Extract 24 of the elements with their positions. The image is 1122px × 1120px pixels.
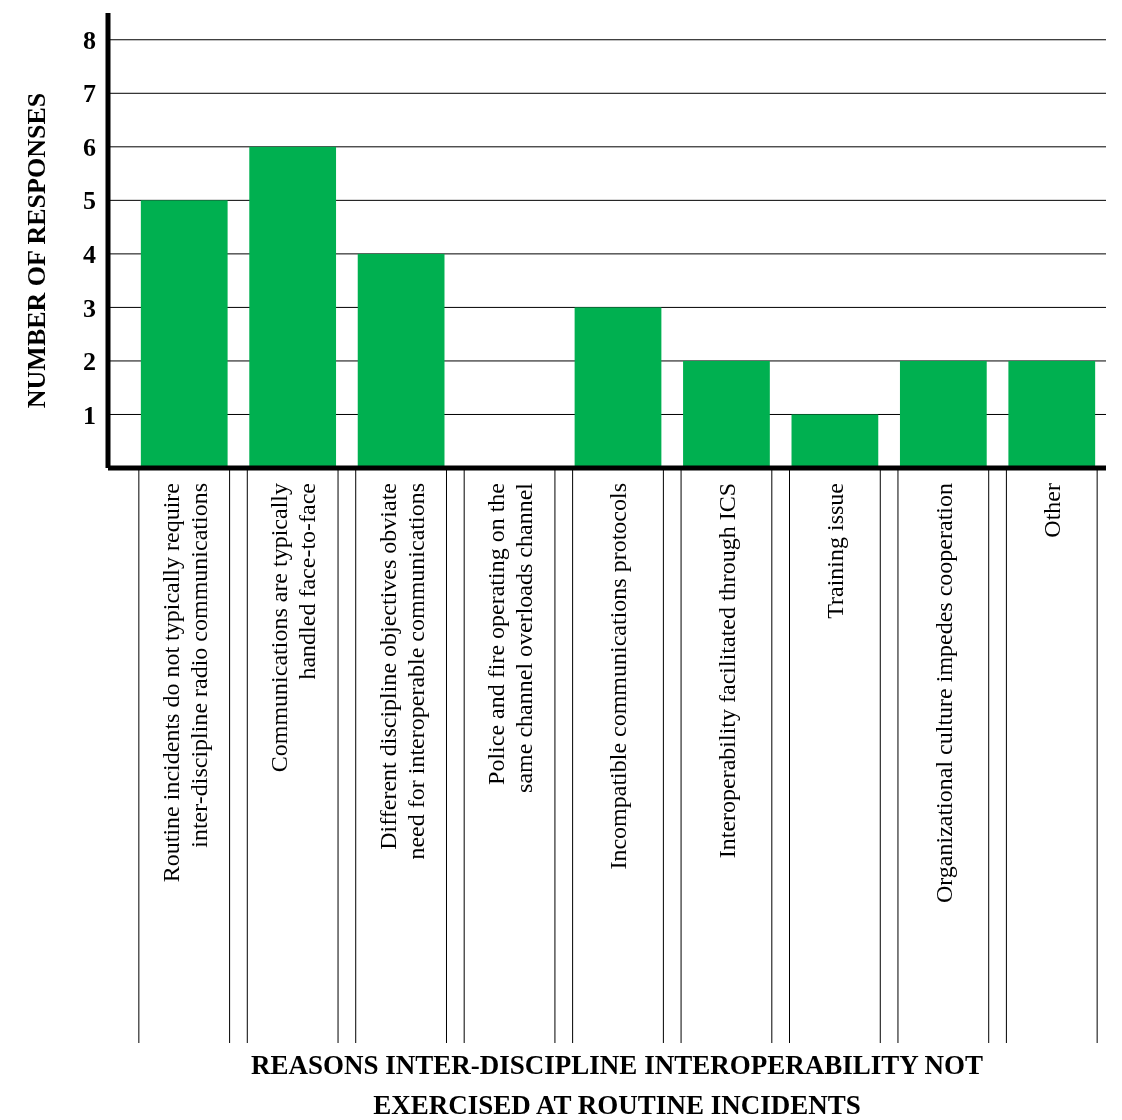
- y-tick-label: 2: [83, 347, 96, 377]
- text: REASONS INTER-DISCIPLINE INTEROPERABILITY NOT EXERCISED AT ROUTINE INCIDENTS: [251, 1050, 983, 1120]
- x-tick-label: Training issue: [822, 483, 849, 619]
- y-tick-label: 5: [83, 186, 96, 216]
- y-axis-title: NUMBER OF RESPONSES: [22, 92, 52, 409]
- bar: [1008, 360, 1096, 468]
- bar: [140, 200, 228, 468]
- y-tick-label: 8: [83, 25, 96, 55]
- x-tick-label: Interoperability facilitated through ICS: [713, 483, 740, 859]
- x-tick-label: Incompatible communications protocols: [605, 483, 632, 870]
- y-tick-label: 4: [83, 239, 96, 269]
- y-tick-label: 7: [83, 79, 96, 109]
- x-tick-label: Organizational culture impedes cooperation: [930, 483, 957, 904]
- y-tick-label: 6: [83, 132, 96, 162]
- bar: [574, 307, 662, 468]
- bar: [791, 414, 879, 468]
- bar: [249, 146, 337, 468]
- x-tick-label: Other: [1039, 483, 1066, 538]
- bar: [357, 253, 445, 468]
- bar: [683, 360, 770, 468]
- bar: [899, 360, 987, 468]
- y-tick-label: 1: [83, 400, 96, 430]
- x-tick-label: Routine incidents do not typically require inter-discipline radio communications: [157, 483, 212, 883]
- y-tick-label: 3: [83, 293, 96, 323]
